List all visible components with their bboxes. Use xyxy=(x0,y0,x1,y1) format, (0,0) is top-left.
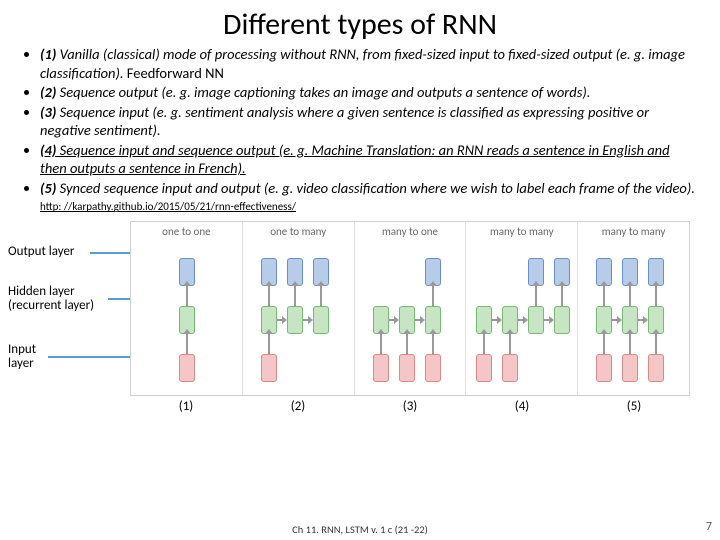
recurrent-arrow xyxy=(389,319,394,321)
up-arrow xyxy=(655,334,657,354)
up-arrow xyxy=(561,286,563,306)
recurrent-arrow xyxy=(544,319,549,321)
up-arrow xyxy=(509,334,511,354)
column-numbers: (1)(2)(3)(4)(5) xyxy=(130,399,690,414)
recurrent-arrow xyxy=(518,319,523,321)
hidden-box xyxy=(528,306,544,334)
input-box xyxy=(399,354,415,382)
column-body xyxy=(355,240,466,395)
hidden-box xyxy=(554,306,570,334)
page-number: 7 xyxy=(706,520,712,534)
up-arrow xyxy=(186,286,188,306)
bullet-text: Sequence output (e. g. image captioning … xyxy=(56,83,590,101)
input-arrow xyxy=(48,356,136,358)
bullet-lead: (3) xyxy=(40,103,56,121)
bullet-item: (4) Sequence input and sequence output (… xyxy=(40,141,696,178)
input-box xyxy=(476,354,492,382)
bullet-item: (2) Sequence output (e. g. image caption… xyxy=(40,83,696,102)
input-box xyxy=(179,354,195,382)
column-body xyxy=(243,240,354,395)
column-title: many to many xyxy=(466,222,577,240)
input-box xyxy=(261,354,277,382)
up-arrow xyxy=(432,334,434,354)
column-body xyxy=(578,240,689,395)
diagram-column: many to many xyxy=(466,222,578,395)
diagram-column: one to many xyxy=(243,222,355,395)
footer-note: Ch 11. RNN, LSTM v. 1 c (21 -22) xyxy=(0,523,720,536)
up-arrow xyxy=(629,286,631,306)
column-number: (1) xyxy=(130,399,242,414)
input-box xyxy=(648,354,664,382)
up-arrow xyxy=(603,334,605,354)
input-box xyxy=(373,354,389,382)
hidden-box xyxy=(287,306,303,334)
input-box xyxy=(622,354,638,382)
source-link[interactable]: http: //karpathy.github.io/2015/05/21/rn… xyxy=(0,198,720,217)
input-box xyxy=(425,354,441,382)
input-box xyxy=(502,354,518,382)
up-arrow xyxy=(268,286,270,306)
hidden-box xyxy=(313,306,329,334)
up-arrow xyxy=(320,286,322,306)
recurrent-arrow xyxy=(277,319,282,321)
input-layer-label-2: layer xyxy=(8,357,34,371)
up-arrow xyxy=(380,334,382,354)
bullet-lead: (2) xyxy=(40,83,56,101)
column-body xyxy=(131,240,242,395)
column-title: one to one xyxy=(131,222,242,240)
up-arrow xyxy=(406,334,408,354)
up-arrow xyxy=(432,286,434,306)
diagram-column: many to one xyxy=(355,222,467,395)
bullet-text-plain: Feedforward NN xyxy=(124,64,224,82)
bullet-item: (3) Sequence input (e. g. sentiment anal… xyxy=(40,103,696,140)
column-number: (3) xyxy=(354,399,466,414)
column-title: one to many xyxy=(243,222,354,240)
bullet-lead: (1) xyxy=(40,45,56,63)
diagram-column: one to one xyxy=(131,222,243,395)
bullet-list: (1) Vanilla (classical) mode of processi… xyxy=(0,45,720,197)
bullet-item: (1) Vanilla (classical) mode of processi… xyxy=(40,45,696,82)
column-title: many to many xyxy=(578,222,689,240)
column-number: (2) xyxy=(242,399,354,414)
column-body xyxy=(466,240,577,395)
diagram-column: many to many xyxy=(578,222,689,395)
up-arrow xyxy=(535,286,537,306)
column-number: (4) xyxy=(466,399,578,414)
up-arrow xyxy=(629,334,631,354)
hidden-layer-label-2: (recurrent layer) xyxy=(8,299,94,313)
diagram-area: Output layer Hidden layer (recurrent lay… xyxy=(0,221,720,431)
slide-title: Different types of RNN xyxy=(0,0,720,45)
bullet-item: (5) Synced sequence input and output (e.… xyxy=(40,179,696,198)
bullet-lead: (5) xyxy=(40,179,56,197)
recurrent-arrow xyxy=(303,319,308,321)
column-title: many to one xyxy=(355,222,466,240)
recurrent-arrow xyxy=(612,319,617,321)
bullet-lead: (4) xyxy=(40,141,56,159)
bullet-text: Sequence input and sequence output (e. g… xyxy=(40,141,670,178)
output-layer-label: Output layer xyxy=(8,245,74,259)
input-box xyxy=(596,354,612,382)
up-arrow xyxy=(483,334,485,354)
column-number: (5) xyxy=(578,399,690,414)
recurrent-arrow xyxy=(638,319,643,321)
rnn-diagram: one to oneone to manymany to onemany to … xyxy=(130,221,690,396)
bullet-text: Synced sequence input and output (e. g. … xyxy=(56,179,694,197)
up-arrow xyxy=(603,286,605,306)
recurrent-arrow xyxy=(492,319,497,321)
up-arrow xyxy=(186,334,188,354)
up-arrow xyxy=(268,334,270,354)
recurrent-arrow xyxy=(415,319,420,321)
bullet-text: Sequence input (e. g. sentiment analysis… xyxy=(40,103,649,140)
up-arrow xyxy=(655,286,657,306)
up-arrow xyxy=(294,286,296,306)
